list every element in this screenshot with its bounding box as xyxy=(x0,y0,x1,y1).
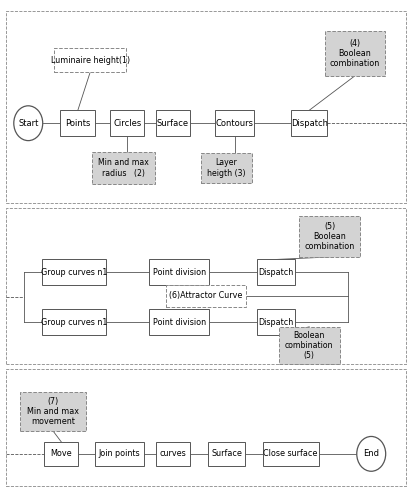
Text: Dispatch: Dispatch xyxy=(291,118,328,128)
FancyBboxPatch shape xyxy=(54,48,126,72)
Text: Min and max
radius   (2): Min and max radius (2) xyxy=(98,158,149,178)
Text: Layer
heigth (3): Layer heigth (3) xyxy=(207,158,246,178)
FancyBboxPatch shape xyxy=(42,260,106,285)
FancyBboxPatch shape xyxy=(166,285,245,306)
Text: Start: Start xyxy=(18,118,38,128)
FancyBboxPatch shape xyxy=(208,442,245,466)
Text: Group curves n1: Group curves n1 xyxy=(40,268,107,277)
Text: curves: curves xyxy=(159,450,186,458)
FancyBboxPatch shape xyxy=(215,110,255,136)
Circle shape xyxy=(14,106,43,140)
Text: Circles: Circles xyxy=(113,118,141,128)
FancyBboxPatch shape xyxy=(5,12,406,203)
FancyBboxPatch shape xyxy=(257,260,295,285)
FancyBboxPatch shape xyxy=(20,392,86,431)
FancyBboxPatch shape xyxy=(156,110,190,136)
Text: (7)
Min and max
movement: (7) Min and max movement xyxy=(27,396,79,426)
FancyBboxPatch shape xyxy=(42,309,106,335)
Text: Luminaire height(1): Luminaire height(1) xyxy=(51,56,130,64)
Text: Point division: Point division xyxy=(153,268,206,277)
Text: Dispatch: Dispatch xyxy=(259,268,294,277)
Text: Join points: Join points xyxy=(98,450,140,458)
FancyBboxPatch shape xyxy=(45,442,78,466)
Text: Surface: Surface xyxy=(211,450,242,458)
FancyBboxPatch shape xyxy=(279,327,340,364)
Text: (6)Attractor Curve: (6)Attractor Curve xyxy=(169,291,243,300)
FancyBboxPatch shape xyxy=(149,260,209,285)
Text: End: End xyxy=(363,450,379,458)
FancyBboxPatch shape xyxy=(92,152,155,184)
Circle shape xyxy=(357,436,386,472)
FancyBboxPatch shape xyxy=(201,153,252,183)
FancyBboxPatch shape xyxy=(5,370,406,486)
FancyBboxPatch shape xyxy=(291,110,327,136)
Text: Close surface: Close surface xyxy=(263,450,318,458)
FancyBboxPatch shape xyxy=(156,442,190,466)
Text: Contours: Contours xyxy=(216,118,254,128)
Text: Points: Points xyxy=(65,118,91,128)
FancyBboxPatch shape xyxy=(325,31,385,76)
FancyBboxPatch shape xyxy=(257,309,295,335)
FancyBboxPatch shape xyxy=(149,309,209,335)
Text: Surface: Surface xyxy=(157,118,189,128)
FancyBboxPatch shape xyxy=(60,110,95,136)
FancyBboxPatch shape xyxy=(5,208,406,364)
Text: Boolean
combination
(5): Boolean combination (5) xyxy=(285,330,334,360)
Text: (4)
Boolean
combination: (4) Boolean combination xyxy=(329,38,380,68)
FancyBboxPatch shape xyxy=(300,216,361,257)
Text: Group curves n1: Group curves n1 xyxy=(40,318,107,326)
Text: (5)
Boolean
combination: (5) Boolean combination xyxy=(305,222,355,252)
Text: Dispatch: Dispatch xyxy=(259,318,294,326)
Text: Move: Move xyxy=(50,450,72,458)
FancyBboxPatch shape xyxy=(263,442,319,466)
FancyBboxPatch shape xyxy=(111,110,144,136)
Text: Point division: Point division xyxy=(153,318,206,326)
FancyBboxPatch shape xyxy=(95,442,144,466)
